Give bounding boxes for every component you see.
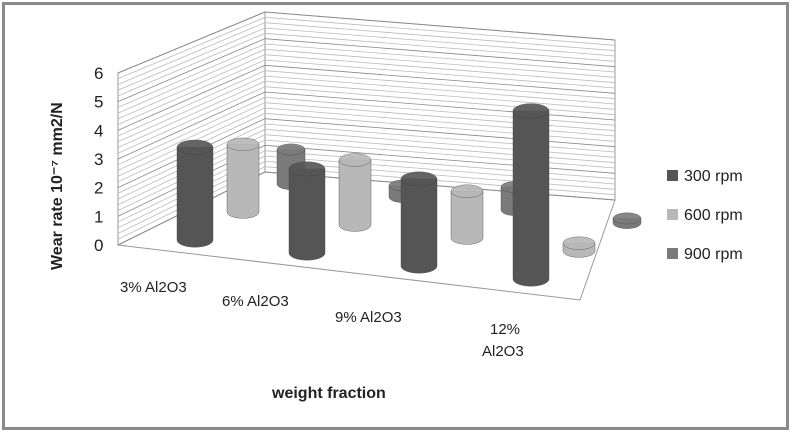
y-tick-label: 6 [94, 64, 103, 83]
cylinder-body [338, 159, 372, 232]
y-tick-mark [112, 188, 118, 190]
gridline [117, 160, 616, 234]
gridline [117, 128, 616, 200]
bar-300-rpm-3 [512, 103, 550, 287]
cylinder-top [612, 212, 642, 225]
gridline [117, 38, 616, 103]
chart-frame [2, 2, 789, 430]
bar-600-rpm-2 [450, 184, 484, 245]
legend-swatch [667, 248, 678, 259]
gridline [117, 134, 616, 206]
gridline [117, 102, 616, 171]
gridline [117, 22, 616, 85]
gridline [117, 70, 616, 137]
cylinder-top [288, 161, 326, 177]
cylinder-body [400, 178, 438, 274]
cylinder-body [512, 110, 550, 287]
cylinder-body [176, 147, 214, 248]
legend-label: 600 rpm [684, 207, 743, 224]
gridline [117, 96, 616, 166]
gridline [117, 48, 616, 114]
bar-600-rpm-3 [562, 236, 596, 258]
bar-600-rpm-1 [338, 153, 372, 232]
y-tick-label: 4 [94, 121, 103, 140]
bar-600-rpm-0 [226, 137, 260, 219]
legend-swatch [667, 209, 678, 220]
bar-300-rpm-0 [176, 139, 214, 248]
gridline [117, 43, 616, 108]
gridline [117, 171, 616, 246]
gridline [117, 107, 616, 177]
gridline [117, 144, 616, 217]
x-tick-label: 3% Al2O3 [120, 279, 187, 296]
gridline [117, 139, 616, 211]
y-tick-mark [112, 102, 118, 104]
cylinder-top [512, 103, 550, 119]
gridline [117, 155, 616, 229]
bar-300-rpm-1 [288, 161, 326, 261]
cylinder-top [450, 184, 484, 198]
cylinder-top [276, 143, 306, 156]
x-tick-label-line: Al2O3 [482, 343, 524, 360]
gridline [117, 118, 616, 189]
y-tick-mark [112, 216, 118, 218]
cylinder-top [562, 236, 596, 250]
y-axis-label: Wear rate 10⁻⁷ mm2/N [49, 102, 66, 270]
gridline [117, 59, 616, 125]
bar-300-rpm-2 [400, 171, 438, 274]
gridline [117, 11, 616, 74]
legend-swatch [667, 170, 678, 181]
x-tick-label: 6% Al2O3 [222, 293, 289, 310]
x-tick-label: 12% Al2O3 [482, 321, 524, 360]
x-tick-label: 9% Al2O3 [335, 309, 402, 326]
gridline [117, 64, 616, 131]
y-tick-mark [112, 159, 118, 161]
y-tick-label: 3 [94, 150, 103, 169]
gridline [117, 27, 616, 91]
gridline [117, 75, 616, 143]
legend-label: 300 rpm [684, 168, 743, 185]
cylinder-top [226, 137, 260, 152]
y-tick-label: 2 [94, 179, 103, 198]
legend-label: 900 rpm [684, 246, 743, 263]
cylinder-body [450, 191, 484, 245]
gridline [117, 16, 616, 80]
y-tick-mark [112, 130, 118, 132]
y-tick-label: 0 [94, 236, 103, 255]
x-tick-label-line: 12% [490, 321, 520, 338]
y-tick-label: 1 [94, 207, 103, 226]
cylinder-body [288, 168, 326, 261]
gridline [117, 112, 616, 183]
bar-900-rpm-3 [612, 212, 642, 229]
gridline [117, 91, 616, 160]
cylinder-top [176, 139, 214, 155]
cylinder-top [400, 171, 438, 187]
gridline [117, 32, 616, 97]
gridline [117, 166, 616, 240]
gridline [117, 150, 616, 223]
gridline [117, 80, 616, 148]
gridline [117, 54, 616, 120]
y-tick-label: 5 [94, 93, 103, 112]
gridline [117, 123, 616, 194]
gridline [117, 86, 616, 154]
x-axis-label: weight fraction [271, 385, 386, 402]
y-tick-mark [112, 73, 118, 75]
cylinder-top [338, 153, 372, 167]
cylinder-body [226, 144, 260, 219]
